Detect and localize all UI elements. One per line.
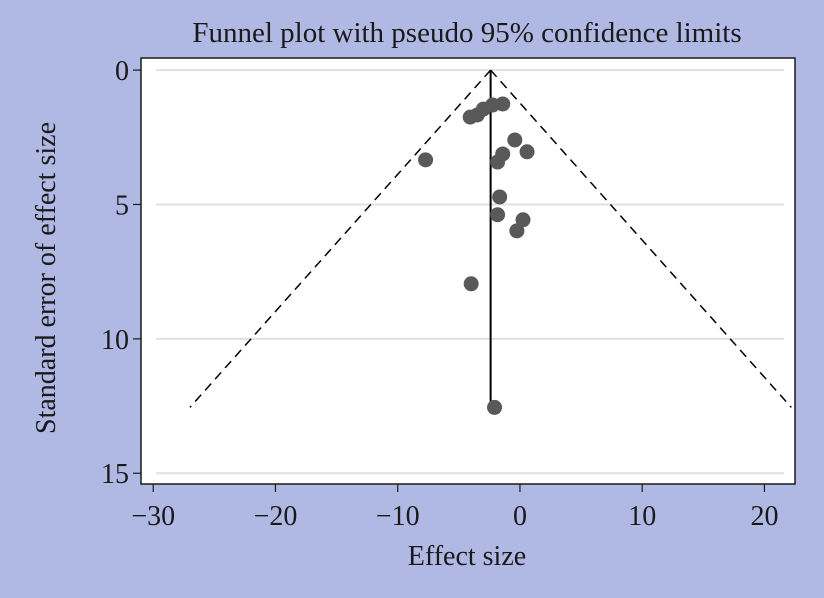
x-tick-label: 20 — [750, 501, 778, 532]
y-tick-label: 5 — [115, 190, 129, 221]
gridlines — [156, 69, 784, 475]
x-tick-label: 0 — [513, 501, 527, 532]
data-point — [495, 96, 511, 112]
x-tick-label: −10 — [376, 501, 420, 532]
data-points — [418, 96, 535, 415]
x-axis-title: Effect size — [408, 541, 526, 572]
data-point — [490, 207, 506, 223]
y-axis-title: Standard error of effect size — [31, 122, 62, 434]
funnel-left-limit — [189, 69, 492, 408]
x-axis: −30 −20 −10 0 10 20 — [131, 484, 778, 532]
data-point — [515, 212, 531, 228]
data-point — [492, 189, 508, 205]
y-axis: 0 5 10 15 — [101, 56, 141, 490]
data-point — [519, 144, 535, 160]
data-point — [487, 399, 503, 415]
x-tick-label: −30 — [131, 501, 175, 532]
x-tick-label: −20 — [254, 501, 298, 532]
data-point — [509, 223, 525, 239]
x-tick-label: 10 — [628, 501, 656, 532]
y-tick-label: 10 — [101, 325, 129, 356]
funnel-lines — [189, 69, 792, 408]
data-point — [490, 154, 506, 170]
y-tick-label: 15 — [101, 459, 129, 490]
data-point — [418, 152, 434, 168]
data-point — [507, 132, 523, 148]
funnel-right-limit — [490, 69, 792, 408]
y-tick-label: 0 — [115, 56, 129, 87]
data-point — [463, 276, 479, 292]
chart-title: Funnel plot with pseudo 95% confidence l… — [192, 17, 741, 49]
plot-area — [140, 57, 796, 485]
